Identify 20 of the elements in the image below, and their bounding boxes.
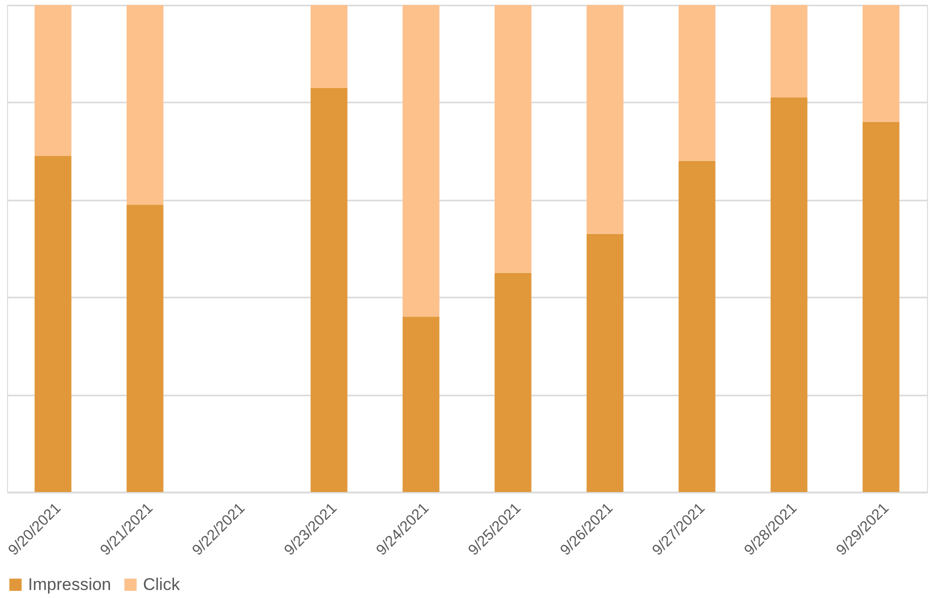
bar <box>586 5 624 234</box>
bar <box>126 5 164 205</box>
bar <box>586 234 624 492</box>
legend-label: Impression <box>28 574 112 594</box>
bar <box>310 88 348 492</box>
bar <box>862 5 900 122</box>
bar <box>494 272 532 492</box>
bar <box>310 5 348 88</box>
bar <box>678 5 716 161</box>
bar <box>770 98 808 492</box>
bar <box>862 122 900 492</box>
bar <box>34 5 72 156</box>
bar <box>770 5 808 98</box>
bar <box>402 5 440 317</box>
bar <box>494 5 532 273</box>
bar <box>34 156 72 492</box>
legend-label: Click <box>143 574 180 594</box>
bar <box>402 316 440 492</box>
bar <box>126 204 164 492</box>
bar <box>678 160 716 492</box>
